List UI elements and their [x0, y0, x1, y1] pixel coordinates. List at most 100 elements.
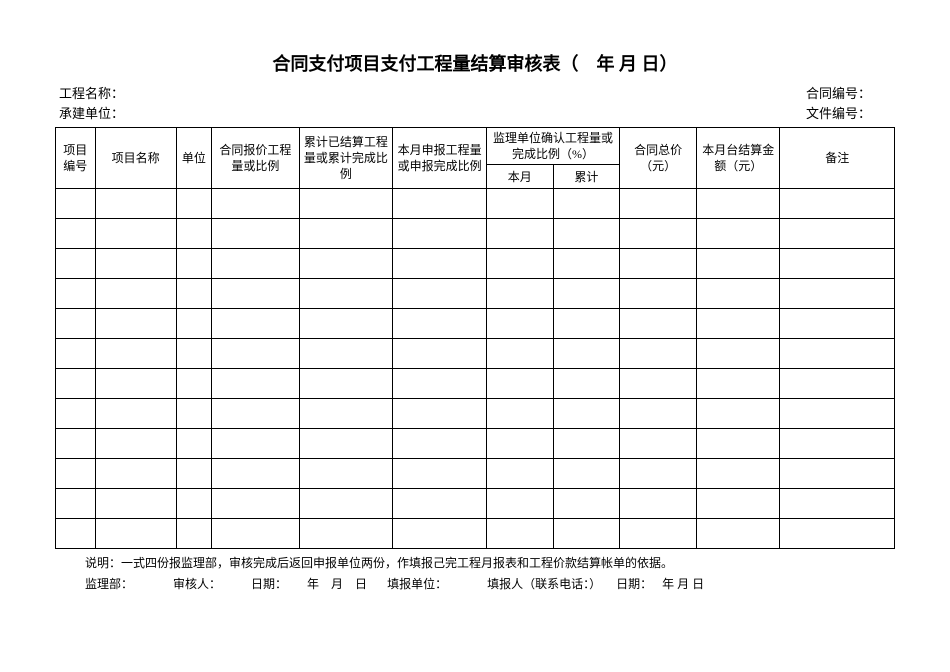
table-cell — [212, 309, 299, 339]
meta-row-1: 工程名称： 合同编号： — [55, 84, 895, 104]
table-cell — [299, 339, 393, 369]
table-cell — [212, 189, 299, 219]
table-cell — [56, 249, 96, 279]
table-cell — [212, 249, 299, 279]
table-cell — [212, 489, 299, 519]
table-cell — [95, 249, 176, 279]
table-cell — [553, 459, 620, 489]
table-cell — [553, 369, 620, 399]
table-cell — [95, 489, 176, 519]
table-cell — [486, 489, 553, 519]
table-cell — [486, 459, 553, 489]
table-cell — [697, 339, 780, 369]
table-cell — [486, 339, 553, 369]
table-cell — [697, 459, 780, 489]
table-cell — [553, 219, 620, 249]
table-row — [56, 429, 895, 459]
table-row — [56, 339, 895, 369]
table-cell — [620, 399, 697, 429]
table-row — [56, 489, 895, 519]
table-cell — [212, 279, 299, 309]
contractor-label: 承建单位： — [59, 104, 124, 124]
table-cell — [486, 309, 553, 339]
contract-no-label: 合同编号： — [806, 84, 891, 104]
table-cell — [212, 429, 299, 459]
th-this-month-report: 本月申报工程量或申报完成比例 — [393, 128, 487, 189]
table-cell — [553, 249, 620, 279]
table-cell — [553, 429, 620, 459]
table-cell — [620, 459, 697, 489]
th-sub-cumulative: 累计 — [553, 165, 620, 189]
table-cell — [95, 429, 176, 459]
table-cell — [95, 339, 176, 369]
filler-label: 填报人（联系电话：） — [487, 574, 601, 594]
th-supervision-confirm: 监理单位确认工程量或完成比例（%） — [486, 128, 619, 165]
table-cell — [780, 459, 895, 489]
table-cell — [299, 519, 393, 549]
table-cell — [620, 339, 697, 369]
table-row — [56, 369, 895, 399]
footer-note: 说明：一式四份报监理部，审核完成后返回申报单位两份，作填报己完工程月报表和工程价… — [85, 553, 887, 573]
table-cell — [486, 519, 553, 549]
page-title: 合同支付项目支付工程量结算审核表（ 年 月 日） — [55, 50, 895, 76]
table-cell — [56, 459, 96, 489]
table-cell — [620, 489, 697, 519]
table-cell — [56, 489, 96, 519]
table-cell — [697, 369, 780, 399]
table-cell — [553, 279, 620, 309]
table-cell — [176, 489, 211, 519]
table-cell — [620, 429, 697, 459]
table-cell — [780, 429, 895, 459]
table-cell — [697, 489, 780, 519]
table-cell — [486, 429, 553, 459]
table-cell — [697, 219, 780, 249]
table-cell — [780, 309, 895, 339]
table-body — [56, 189, 895, 549]
table-cell — [299, 429, 393, 459]
fillunit-label: 填报单位： — [387, 574, 447, 594]
table-cell — [56, 519, 96, 549]
reviewer-label: 审核人： — [173, 574, 221, 594]
date2-label: 日期： — [616, 574, 652, 594]
table-row — [56, 249, 895, 279]
table-cell — [697, 279, 780, 309]
table-cell — [176, 519, 211, 549]
table-cell — [393, 309, 487, 339]
table-cell — [620, 219, 697, 249]
table-cell — [212, 399, 299, 429]
table-cell — [620, 519, 697, 549]
header-row-1: 项目编号 项目名称 单位 合同报价工程量或比例 累计已结算工程量或累计完成比例 … — [56, 128, 895, 165]
table-cell — [95, 309, 176, 339]
table-cell — [299, 189, 393, 219]
table-cell — [176, 309, 211, 339]
th-unit: 单位 — [176, 128, 211, 189]
table-cell — [56, 189, 96, 219]
table-cell — [176, 279, 211, 309]
footer: 说明：一式四份报监理部，审核完成后返回申报单位两份，作填报己完工程月报表和工程价… — [55, 549, 895, 594]
table-cell — [56, 399, 96, 429]
table-cell — [620, 279, 697, 309]
table-cell — [56, 369, 96, 399]
th-cumulative: 累计已结算工程量或累计完成比例 — [299, 128, 393, 189]
table-cell — [486, 219, 553, 249]
table-cell — [697, 309, 780, 339]
main-table: 项目编号 项目名称 单位 合同报价工程量或比例 累计已结算工程量或累计完成比例 … — [55, 127, 895, 549]
table-cell — [176, 459, 211, 489]
table-cell — [780, 399, 895, 429]
table-cell — [212, 519, 299, 549]
table-row — [56, 189, 895, 219]
table-cell — [176, 399, 211, 429]
table-cell — [697, 429, 780, 459]
table-cell — [486, 369, 553, 399]
table-cell — [212, 339, 299, 369]
table-cell — [620, 249, 697, 279]
table-cell — [393, 189, 487, 219]
table-cell — [780, 519, 895, 549]
table-row — [56, 399, 895, 429]
table-cell — [393, 339, 487, 369]
th-item-no: 项目编号 — [56, 128, 96, 189]
table-cell — [393, 399, 487, 429]
table-cell — [95, 519, 176, 549]
table-cell — [697, 399, 780, 429]
table-cell — [393, 459, 487, 489]
